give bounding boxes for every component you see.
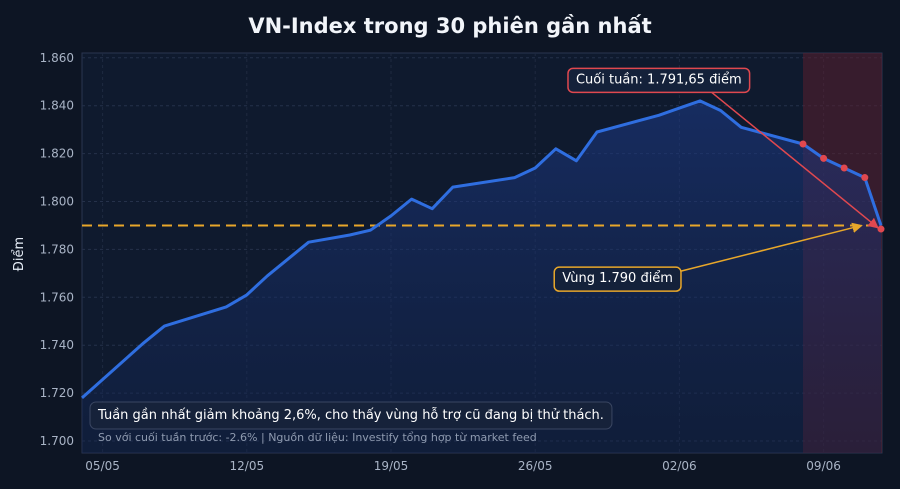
annotation-box: [553, 266, 682, 292]
area-fill-layer: [82, 100, 881, 454]
series-line: [81, 99, 883, 400]
chart-title: VN-Index trong 30 phiên gần nhất: [248, 14, 652, 38]
x-tick-label: 05/05: [85, 459, 120, 473]
highlight-point: [840, 164, 848, 172]
annotation-arrow: [711, 91, 879, 229]
y-tick-label: 1.760: [40, 290, 74, 304]
y-tick-label: 1.740: [40, 338, 74, 352]
x-tick-label: 26/05: [518, 459, 553, 473]
highlight-point: [799, 140, 807, 148]
annotation-label: Vùng 1.790 điểm: [562, 271, 673, 286]
annotation-arrow: [680, 222, 863, 272]
annotation-box: [567, 67, 751, 94]
highlight-point: [877, 225, 885, 233]
highlight-points-layer: [799, 140, 885, 233]
y-tick-label: 1.720: [40, 386, 74, 400]
y-tick-label: 1.800: [40, 195, 74, 209]
y-tick-label: 1.820: [40, 147, 74, 161]
tick-labels-layer: 1.700 1.720 1.740 1.760 1.780 1.800 1.820 1.840…: [40, 51, 841, 473]
note-box: [89, 401, 613, 430]
x-tick-label: 09/06: [806, 459, 841, 473]
y-tick-label: 1.780: [40, 242, 74, 256]
annotation-label: Cuối tuần: 1.791,65 điểm: [576, 72, 742, 87]
area-fill: [82, 100, 881, 454]
x-tick-label: 12/05: [230, 459, 265, 473]
y-tick-label: 1.840: [40, 99, 74, 113]
note-main-text: Tuần gần nhất giảm khoảng 2,6%, cho thấy…: [97, 408, 604, 423]
series-line-layer: [81, 99, 883, 400]
note-sub-text: So với cuối tuần trước: -2.6% | Nguồn dữ…: [98, 431, 537, 444]
y-tick-label: 1.860: [40, 51, 74, 65]
annotations-layer: Cuối tuần: 1.791,65 điểm Vùng 1.790 điểm: [553, 67, 879, 292]
x-tick-label: 19/05: [374, 459, 409, 473]
note-box-layer: Tuần gần nhất giảm khoảng 2,6%, cho thấy…: [89, 401, 613, 444]
y-tick-label: 1.700: [40, 434, 74, 448]
highlight-point: [861, 174, 869, 182]
highlight-point: [820, 154, 828, 162]
x-tick-label: 02/06: [662, 459, 697, 473]
